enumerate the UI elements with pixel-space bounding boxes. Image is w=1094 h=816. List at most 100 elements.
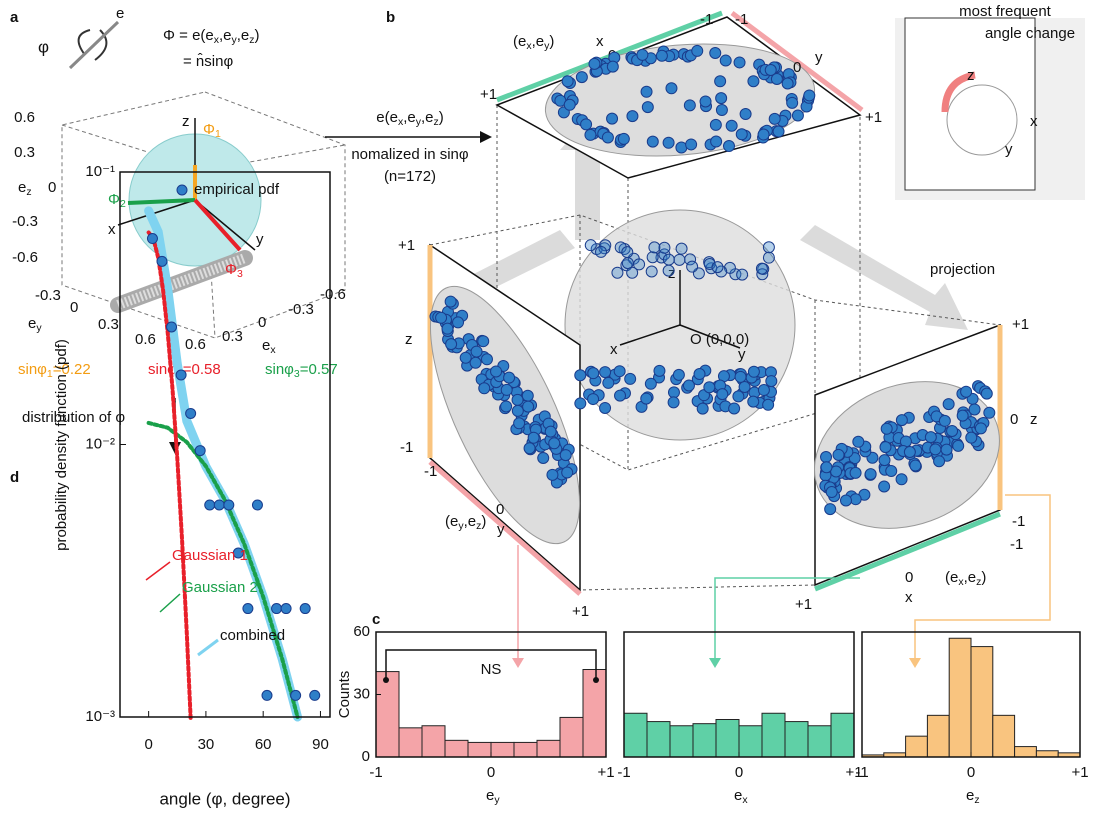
label: angle change bbox=[985, 25, 1075, 42]
projection-dot bbox=[953, 440, 964, 451]
curve-label: combined bbox=[220, 627, 285, 644]
data-point bbox=[272, 604, 282, 614]
projection-dot bbox=[647, 252, 658, 263]
text-part: ,e bbox=[421, 109, 434, 126]
label: c bbox=[372, 611, 380, 628]
text-part: ,e bbox=[403, 109, 416, 126]
projection-dot bbox=[853, 436, 864, 447]
projection-dot bbox=[687, 261, 698, 272]
projection-dot bbox=[782, 78, 793, 89]
projection-dot bbox=[769, 113, 780, 124]
pointer bbox=[146, 562, 170, 580]
label: 0.6 bbox=[135, 331, 156, 348]
projection-dot bbox=[607, 113, 618, 124]
label: -1 bbox=[700, 11, 713, 28]
bar bbox=[785, 722, 808, 757]
bracket-end bbox=[383, 677, 389, 683]
text-part: e bbox=[18, 179, 26, 196]
projection-dot bbox=[756, 263, 767, 274]
projection-dot bbox=[826, 487, 837, 498]
bar bbox=[468, 742, 491, 757]
x-tick-label: 0 bbox=[144, 736, 152, 753]
label: -0.6 bbox=[12, 249, 38, 266]
label: sinφ3=0.57 bbox=[265, 361, 338, 380]
projection-dot bbox=[641, 86, 652, 97]
label: Φ = e(ex,ey,ez) bbox=[163, 27, 260, 46]
projection-dot bbox=[881, 423, 892, 434]
text-part: sinφ bbox=[265, 361, 294, 378]
projection-dot bbox=[941, 444, 952, 455]
bar bbox=[906, 736, 928, 757]
text-part: 2 bbox=[120, 198, 126, 210]
label: z bbox=[967, 67, 975, 84]
projection-dot bbox=[710, 119, 721, 130]
label: projection bbox=[930, 261, 995, 278]
label: +1 bbox=[398, 237, 415, 254]
projection-dot bbox=[575, 398, 586, 409]
data-point bbox=[310, 690, 320, 700]
projection-dot bbox=[603, 377, 614, 388]
projection-dot bbox=[666, 83, 677, 94]
projection-dot bbox=[969, 404, 980, 415]
text-part: ,e bbox=[964, 569, 977, 586]
projection-dot bbox=[840, 495, 851, 506]
label: Φ1 bbox=[203, 121, 221, 140]
label: -1 bbox=[735, 11, 748, 28]
text-part: Φ bbox=[225, 261, 237, 278]
label: d bbox=[10, 469, 19, 486]
data-point bbox=[281, 604, 291, 614]
data-point bbox=[291, 690, 301, 700]
projection-dot bbox=[821, 462, 832, 473]
projection-dot bbox=[445, 296, 456, 307]
x-tick-label: 60 bbox=[255, 736, 272, 753]
data-point bbox=[176, 370, 186, 380]
data-point bbox=[224, 500, 234, 510]
projection-dot bbox=[576, 72, 587, 83]
projection-dot bbox=[975, 423, 986, 434]
bar bbox=[670, 726, 693, 757]
text-part: y bbox=[36, 322, 42, 334]
projection-dot bbox=[453, 317, 464, 328]
text-part: Φ bbox=[203, 121, 215, 138]
label: 0 bbox=[905, 569, 913, 586]
projection-dot bbox=[717, 389, 728, 400]
bar bbox=[993, 715, 1015, 757]
projection-dot bbox=[663, 254, 674, 265]
projection-dot bbox=[984, 407, 995, 418]
text-part: ) bbox=[439, 109, 444, 126]
projection-dot bbox=[947, 425, 958, 436]
bar bbox=[422, 726, 445, 757]
data-point bbox=[252, 500, 262, 510]
label: y bbox=[738, 346, 746, 363]
label: 0.3 bbox=[98, 316, 119, 333]
projection-dot bbox=[865, 469, 876, 480]
projection-dot bbox=[549, 438, 560, 449]
projection-dot bbox=[528, 432, 539, 443]
label: ey bbox=[28, 315, 42, 334]
projection-dot bbox=[711, 136, 722, 147]
x-tick-label: 0 bbox=[735, 764, 743, 781]
label: +1 bbox=[572, 603, 589, 620]
arrow-head bbox=[512, 658, 524, 668]
projection-dot bbox=[654, 365, 665, 376]
projection-dot bbox=[607, 61, 618, 72]
projection-dot bbox=[939, 415, 950, 426]
label: z bbox=[405, 331, 413, 348]
projection-dot bbox=[763, 399, 774, 410]
projection-dot bbox=[748, 76, 759, 87]
projection-dot bbox=[646, 266, 657, 277]
projection-dot bbox=[504, 372, 515, 383]
label: z bbox=[1030, 411, 1038, 428]
pointer bbox=[198, 640, 218, 655]
projection-dot bbox=[787, 97, 798, 108]
annotation: NS bbox=[481, 661, 502, 678]
bar bbox=[762, 713, 785, 757]
projection-dot bbox=[625, 373, 636, 384]
label: a bbox=[10, 9, 19, 26]
projection-dot bbox=[879, 481, 890, 492]
data-point bbox=[300, 604, 310, 614]
data-point bbox=[157, 256, 167, 266]
label: 0.3 bbox=[222, 328, 243, 345]
x-tick-label: 30 bbox=[198, 736, 215, 753]
bar bbox=[514, 742, 537, 757]
